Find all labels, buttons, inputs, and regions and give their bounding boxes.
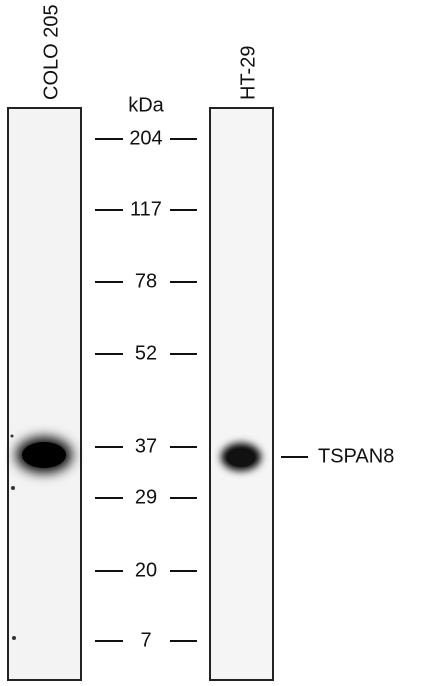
lane bbox=[7, 107, 82, 681]
unit-label: kDa bbox=[128, 94, 164, 116]
marker-label: 29 bbox=[135, 486, 157, 508]
marker-label: 204 bbox=[129, 127, 162, 149]
marker-label: 117 bbox=[130, 198, 162, 220]
speck bbox=[10, 434, 14, 438]
marker-label: 37 bbox=[135, 435, 157, 457]
speck bbox=[11, 486, 15, 490]
speck bbox=[12, 636, 16, 640]
marker-ladder: 204 117 78 52 37 29 20 7 bbox=[95, 127, 197, 651]
lane-label: COLO 205 bbox=[40, 4, 62, 100]
marker-label: 20 bbox=[135, 559, 157, 581]
lane-label: HT-29 bbox=[237, 46, 259, 100]
lane bbox=[209, 107, 274, 681]
marker-label: 52 bbox=[135, 342, 157, 364]
marker-label: 7 bbox=[140, 629, 151, 651]
band-core bbox=[227, 449, 255, 467]
band-label: TSPAN8 bbox=[318, 445, 394, 467]
band-core bbox=[22, 442, 66, 468]
marker-label: 78 bbox=[135, 270, 157, 292]
